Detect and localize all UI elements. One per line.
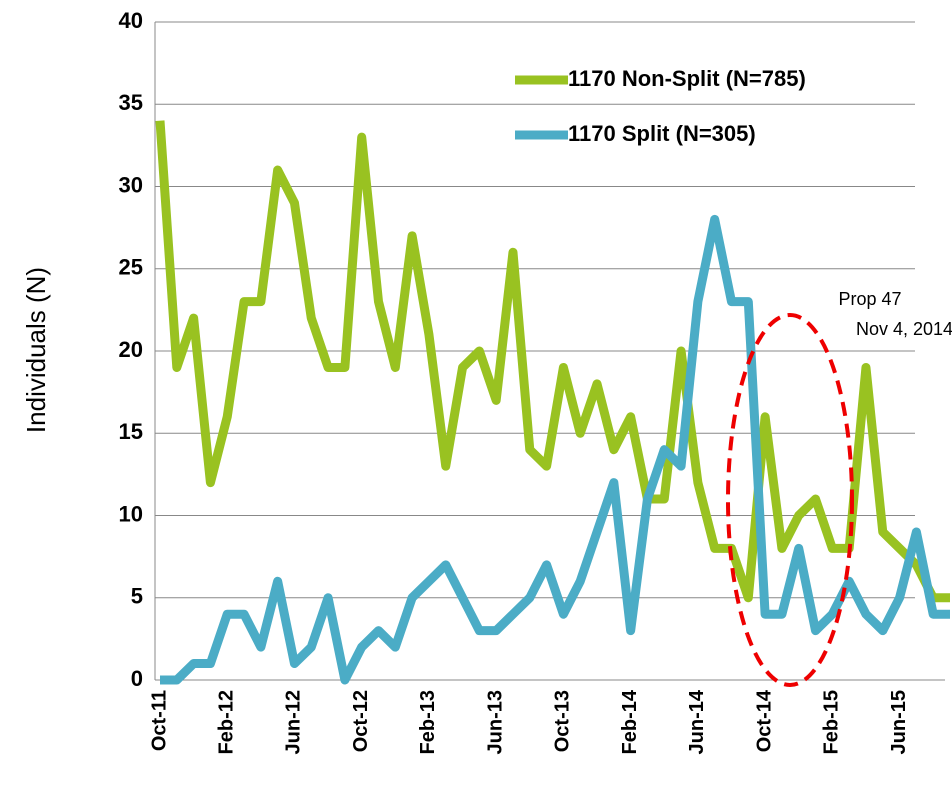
x-tick-label: Jun-15: [888, 690, 910, 754]
x-tick-label: Oct-13: [552, 690, 574, 752]
x-tick-label: Feb-14: [619, 689, 641, 754]
y-tick-label: 30: [119, 172, 143, 197]
x-tick-label: Jun-13: [484, 690, 506, 754]
y-tick-label: 20: [119, 337, 143, 362]
x-tick-label: Oct-11: [148, 690, 170, 751]
y-tick-label: 35: [119, 90, 143, 115]
x-tick-label: Jun-12: [283, 690, 305, 754]
x-tick-label: Oct-14: [753, 689, 775, 752]
annotation: Prop 47: [838, 289, 901, 309]
legend-label: 1170 Split (N=305): [568, 121, 756, 146]
y-axis-label: Individuals (N): [21, 267, 51, 433]
y-tick-label: 10: [119, 501, 143, 526]
x-tick-label: Feb-12: [216, 690, 238, 754]
highlight-ellipse: [726, 313, 854, 687]
legend-label: 1170 Non-Split (N=785): [568, 66, 806, 91]
x-tick-label: Feb-15: [821, 690, 843, 754]
y-tick-label: 5: [131, 584, 143, 609]
annotation: Nov 4, 2014: [856, 319, 952, 339]
y-tick-label: 25: [119, 255, 143, 280]
y-tick-label: 15: [119, 419, 143, 444]
series-line: [160, 214, 950, 685]
y-tick-label: 0: [131, 666, 143, 691]
y-tick-label: 40: [119, 8, 143, 33]
x-tick-label: Jun-14: [686, 689, 708, 754]
series-line: [155, 120, 950, 603]
x-tick-label: Feb-13: [417, 690, 439, 754]
x-tick-label: Oct-12: [350, 690, 372, 752]
